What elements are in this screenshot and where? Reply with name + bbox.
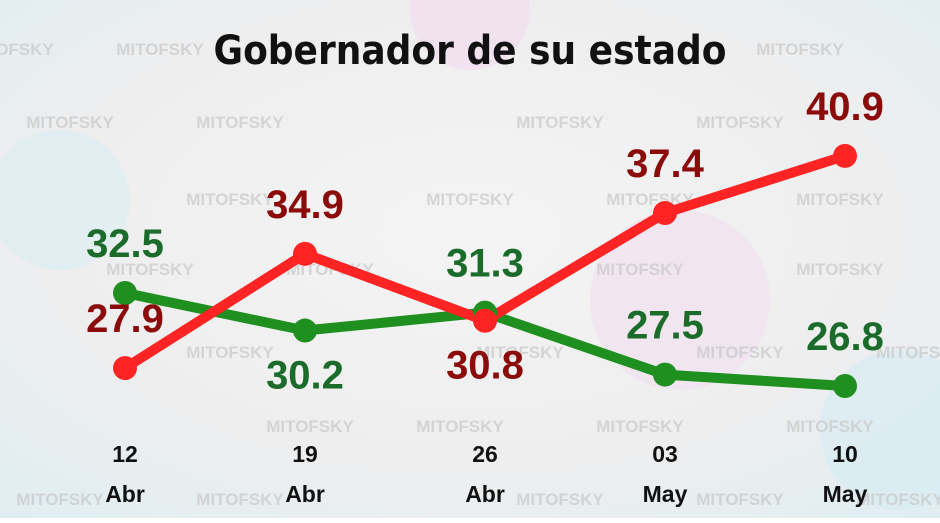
point bbox=[293, 318, 317, 343]
watermark: MITOFSKY bbox=[106, 260, 194, 279]
data-label: 27.9 bbox=[86, 297, 164, 341]
watermark: MITOFSKY bbox=[596, 260, 684, 279]
chart-title: Gobernador de su estado bbox=[214, 28, 727, 74]
x-tick-label: Abr bbox=[285, 481, 325, 507]
watermark: MITOFSKY bbox=[516, 490, 604, 509]
watermark: MITOFSKY bbox=[596, 417, 684, 436]
x-tick-label: May bbox=[823, 481, 868, 507]
watermark: MITOFSKY bbox=[0, 40, 54, 59]
decoration bbox=[0, 130, 130, 270]
watermark: MITOFSKY bbox=[796, 190, 884, 209]
watermark: MITOFSKY bbox=[796, 260, 884, 279]
watermark: MITOFSKY bbox=[786, 417, 874, 436]
point bbox=[653, 362, 677, 387]
data-label: 27.5 bbox=[626, 304, 704, 348]
watermark: MITOFSKY bbox=[756, 40, 844, 59]
x-tick-label: Abr bbox=[105, 481, 145, 507]
watermark: MITOFSKY bbox=[516, 113, 604, 132]
watermark: MITOFSKY bbox=[26, 113, 114, 132]
watermark: MITOFSKY bbox=[696, 113, 784, 132]
point bbox=[833, 374, 857, 399]
watermark: MITOFSKY bbox=[196, 113, 284, 132]
x-tick-label: 10 bbox=[832, 441, 858, 467]
point bbox=[293, 241, 317, 266]
watermark: MITOFSKY bbox=[116, 40, 204, 59]
x-tick-label: Abr bbox=[465, 481, 505, 507]
watermark: MITOFSKY bbox=[476, 343, 564, 362]
decoration bbox=[590, 210, 770, 390]
data-label: 30.2 bbox=[266, 354, 344, 398]
point bbox=[833, 143, 857, 168]
watermark: MITOFSKY bbox=[696, 343, 784, 362]
watermark: MITOFSKY bbox=[186, 190, 274, 209]
watermark: MITOFSKY bbox=[696, 490, 784, 509]
x-tick-label: May bbox=[643, 481, 688, 507]
x-tick-label: 26 bbox=[472, 441, 498, 467]
point bbox=[653, 201, 677, 226]
data-label: 34.9 bbox=[266, 183, 344, 227]
data-label: 30.8 bbox=[446, 344, 524, 388]
data-label: 40.9 bbox=[806, 85, 884, 129]
watermark: MITOFSKY bbox=[16, 490, 104, 509]
x-tick-label: 12 bbox=[112, 441, 138, 467]
watermark: MITOFSKY bbox=[856, 490, 940, 509]
watermark: MITOFSKY bbox=[876, 343, 940, 362]
data-label: 37.4 bbox=[626, 142, 705, 186]
point bbox=[113, 356, 137, 381]
x-tick-label: 03 bbox=[652, 441, 678, 467]
watermark: MITOFSKY bbox=[186, 343, 274, 362]
watermark: MITOFSKY bbox=[196, 490, 284, 509]
watermark: MITOFSKY bbox=[266, 417, 354, 436]
watermark: MITOFSKY bbox=[416, 417, 504, 436]
watermarks: MITOFSKY MITOFSKY MITOFSKY MITOFSKY MITOFSKY… bbox=[0, 40, 940, 509]
plot: 12 Abr 19 Abr 26 Abr 03 May 10 May 32.5 30.2 31.3 27.… bbox=[86, 85, 884, 507]
x-tick-label: 19 bbox=[292, 441, 318, 467]
watermark: MITOFSKY bbox=[426, 190, 514, 209]
decoration bbox=[410, 0, 530, 70]
data-label: 32.5 bbox=[86, 222, 164, 266]
data-label: 26.8 bbox=[806, 315, 884, 359]
point bbox=[473, 308, 497, 333]
point bbox=[113, 281, 137, 305]
data-label: 31.3 bbox=[446, 242, 524, 286]
